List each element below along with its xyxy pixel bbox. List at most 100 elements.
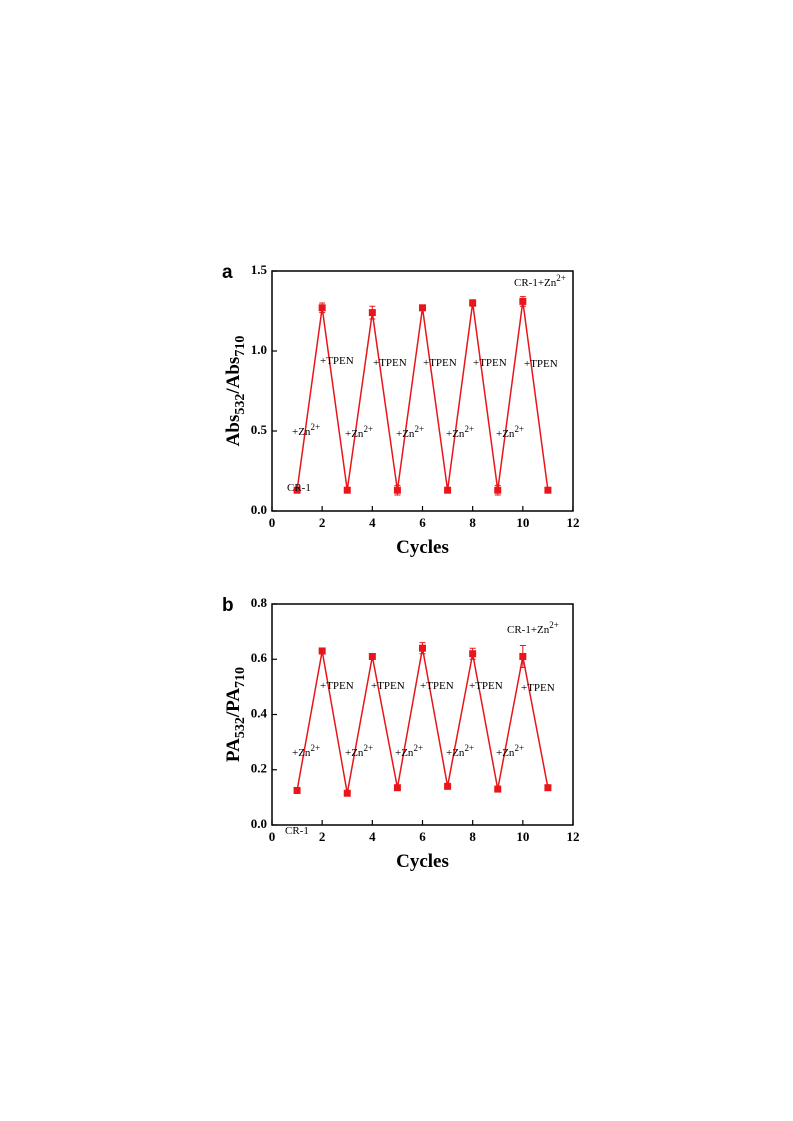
annotation: +TPEN (320, 355, 354, 367)
annotation: +Zn2+ (292, 422, 320, 438)
annotation-text: +Zn (446, 747, 465, 759)
y-tick-label: 1.0 (251, 342, 267, 357)
x-tick-label: 10 (516, 515, 529, 530)
x-tick-label: 2 (319, 829, 326, 844)
data-point (419, 304, 426, 312)
data-line (296, 301, 549, 491)
y-axis-title-part: /PA (223, 688, 244, 718)
data-point (519, 652, 527, 660)
annotation: +Zn2+ (395, 743, 423, 759)
x-tick-label: 8 (469, 515, 476, 530)
annotation-text: +TPEN (469, 680, 503, 692)
annotation-text: +Zn (292, 426, 311, 438)
y-tick-label: 0.8 (251, 595, 268, 610)
annotation: +TPEN (521, 682, 555, 694)
data-point (494, 486, 502, 494)
annotation-text: +TPEN (473, 357, 507, 369)
annotation: CR-1 (285, 825, 309, 837)
x-tick-label: 6 (419, 829, 426, 844)
annotation-sup: 2+ (310, 743, 320, 753)
annotation-text: CR-1 (285, 825, 309, 837)
x-axis-title: Cycles (396, 537, 449, 558)
data-point (544, 486, 552, 494)
annotation: CR-1 (287, 482, 311, 494)
data-point (393, 784, 401, 792)
annotation: +Zn2+ (496, 424, 524, 440)
annotation-text: +Zn (496, 747, 515, 759)
annotation-text: +Zn (446, 428, 465, 440)
y-tick-label: 1.5 (251, 262, 268, 277)
annotation: +Zn2+ (292, 743, 320, 759)
y-tick-label: 0.6 (251, 650, 268, 665)
annotation: +Zn2+ (345, 743, 373, 759)
annotation-text: +Zn (345, 428, 364, 440)
data-point (318, 647, 326, 655)
data-point (444, 486, 452, 494)
data-point (343, 486, 351, 494)
annotation: +TPEN (423, 357, 457, 369)
annotation-text: +Zn (345, 747, 364, 759)
x-tick-label: 10 (516, 829, 529, 844)
x-tick-label: 12 (567, 515, 580, 530)
data-point (293, 786, 301, 794)
annotation: +TPEN (320, 680, 354, 692)
annotation: CR-1+Zn2+ (507, 620, 559, 636)
annotation: +TPEN (524, 358, 558, 370)
annotation-text: +TPEN (423, 357, 457, 369)
annotation: +TPEN (371, 680, 405, 692)
annotation-sup: 2+ (514, 743, 524, 753)
data-point (544, 784, 552, 792)
y-tick-label: 0.0 (251, 502, 267, 517)
data-point (368, 309, 376, 317)
annotation-text: +TPEN (320, 680, 354, 692)
y-axis-title-part: 532 (233, 394, 248, 415)
annotation: +Zn2+ (345, 424, 373, 440)
annotation-text: CR-1 (287, 482, 311, 494)
annotation-sup: 2+ (464, 743, 474, 753)
annotation-sup: 2+ (363, 743, 373, 753)
y-tick-label: 0.5 (251, 422, 268, 437)
plot-frame (271, 603, 574, 826)
y-axis-title-part: 710 (233, 336, 248, 357)
annotation-sup: 2+ (413, 743, 423, 753)
annotation: +TPEN (473, 357, 507, 369)
annotation-sup: 2+ (464, 424, 474, 434)
x-tick-label: 2 (319, 515, 326, 530)
annotation: +Zn2+ (396, 424, 424, 440)
annotation-text: +Zn (496, 428, 515, 440)
x-axis-title: Cycles (396, 851, 449, 872)
y-axis-title-part: 532 (233, 717, 248, 738)
data-point (343, 789, 351, 797)
data-point (469, 299, 477, 307)
x-tick-label: 6 (419, 515, 426, 530)
x-tick-label: 4 (369, 829, 376, 844)
annotation-text: +Zn (395, 747, 414, 759)
annotation-text: +Zn (396, 428, 415, 440)
annotation-sup: 2+ (514, 424, 524, 434)
annotation: +Zn2+ (496, 743, 524, 759)
annotation-text: CR-1+Zn (514, 277, 557, 289)
x-tick-label: 8 (469, 829, 476, 844)
panel-label: b (222, 595, 234, 616)
data-point (419, 644, 426, 652)
annotation-text: +TPEN (320, 355, 354, 367)
annotation: CR-1+Zn2+ (514, 273, 566, 289)
y-axis-title-part: PA (223, 738, 244, 762)
annotation: +Zn2+ (446, 424, 474, 440)
x-tick-label: 4 (369, 515, 376, 530)
data-point (444, 782, 452, 790)
y-axis-title: Abs532/Abs710 (223, 336, 248, 447)
x-tick-label: 12 (567, 829, 580, 844)
annotation-text: CR-1+Zn (507, 624, 550, 636)
y-axis-title-part: 710 (233, 667, 248, 688)
y-axis-title-part: /Abs (223, 357, 244, 395)
data-point (293, 486, 301, 494)
annotation-sup: 2+ (556, 273, 566, 283)
annotation-text: +TPEN (521, 682, 555, 694)
y-axis-title: PA532/PA710 (223, 667, 248, 762)
annotation-sup: 2+ (363, 424, 373, 434)
annotation-text: +TPEN (524, 358, 558, 370)
x-tick-label: 0 (269, 829, 276, 844)
y-tick-label: 0.0 (251, 816, 267, 831)
